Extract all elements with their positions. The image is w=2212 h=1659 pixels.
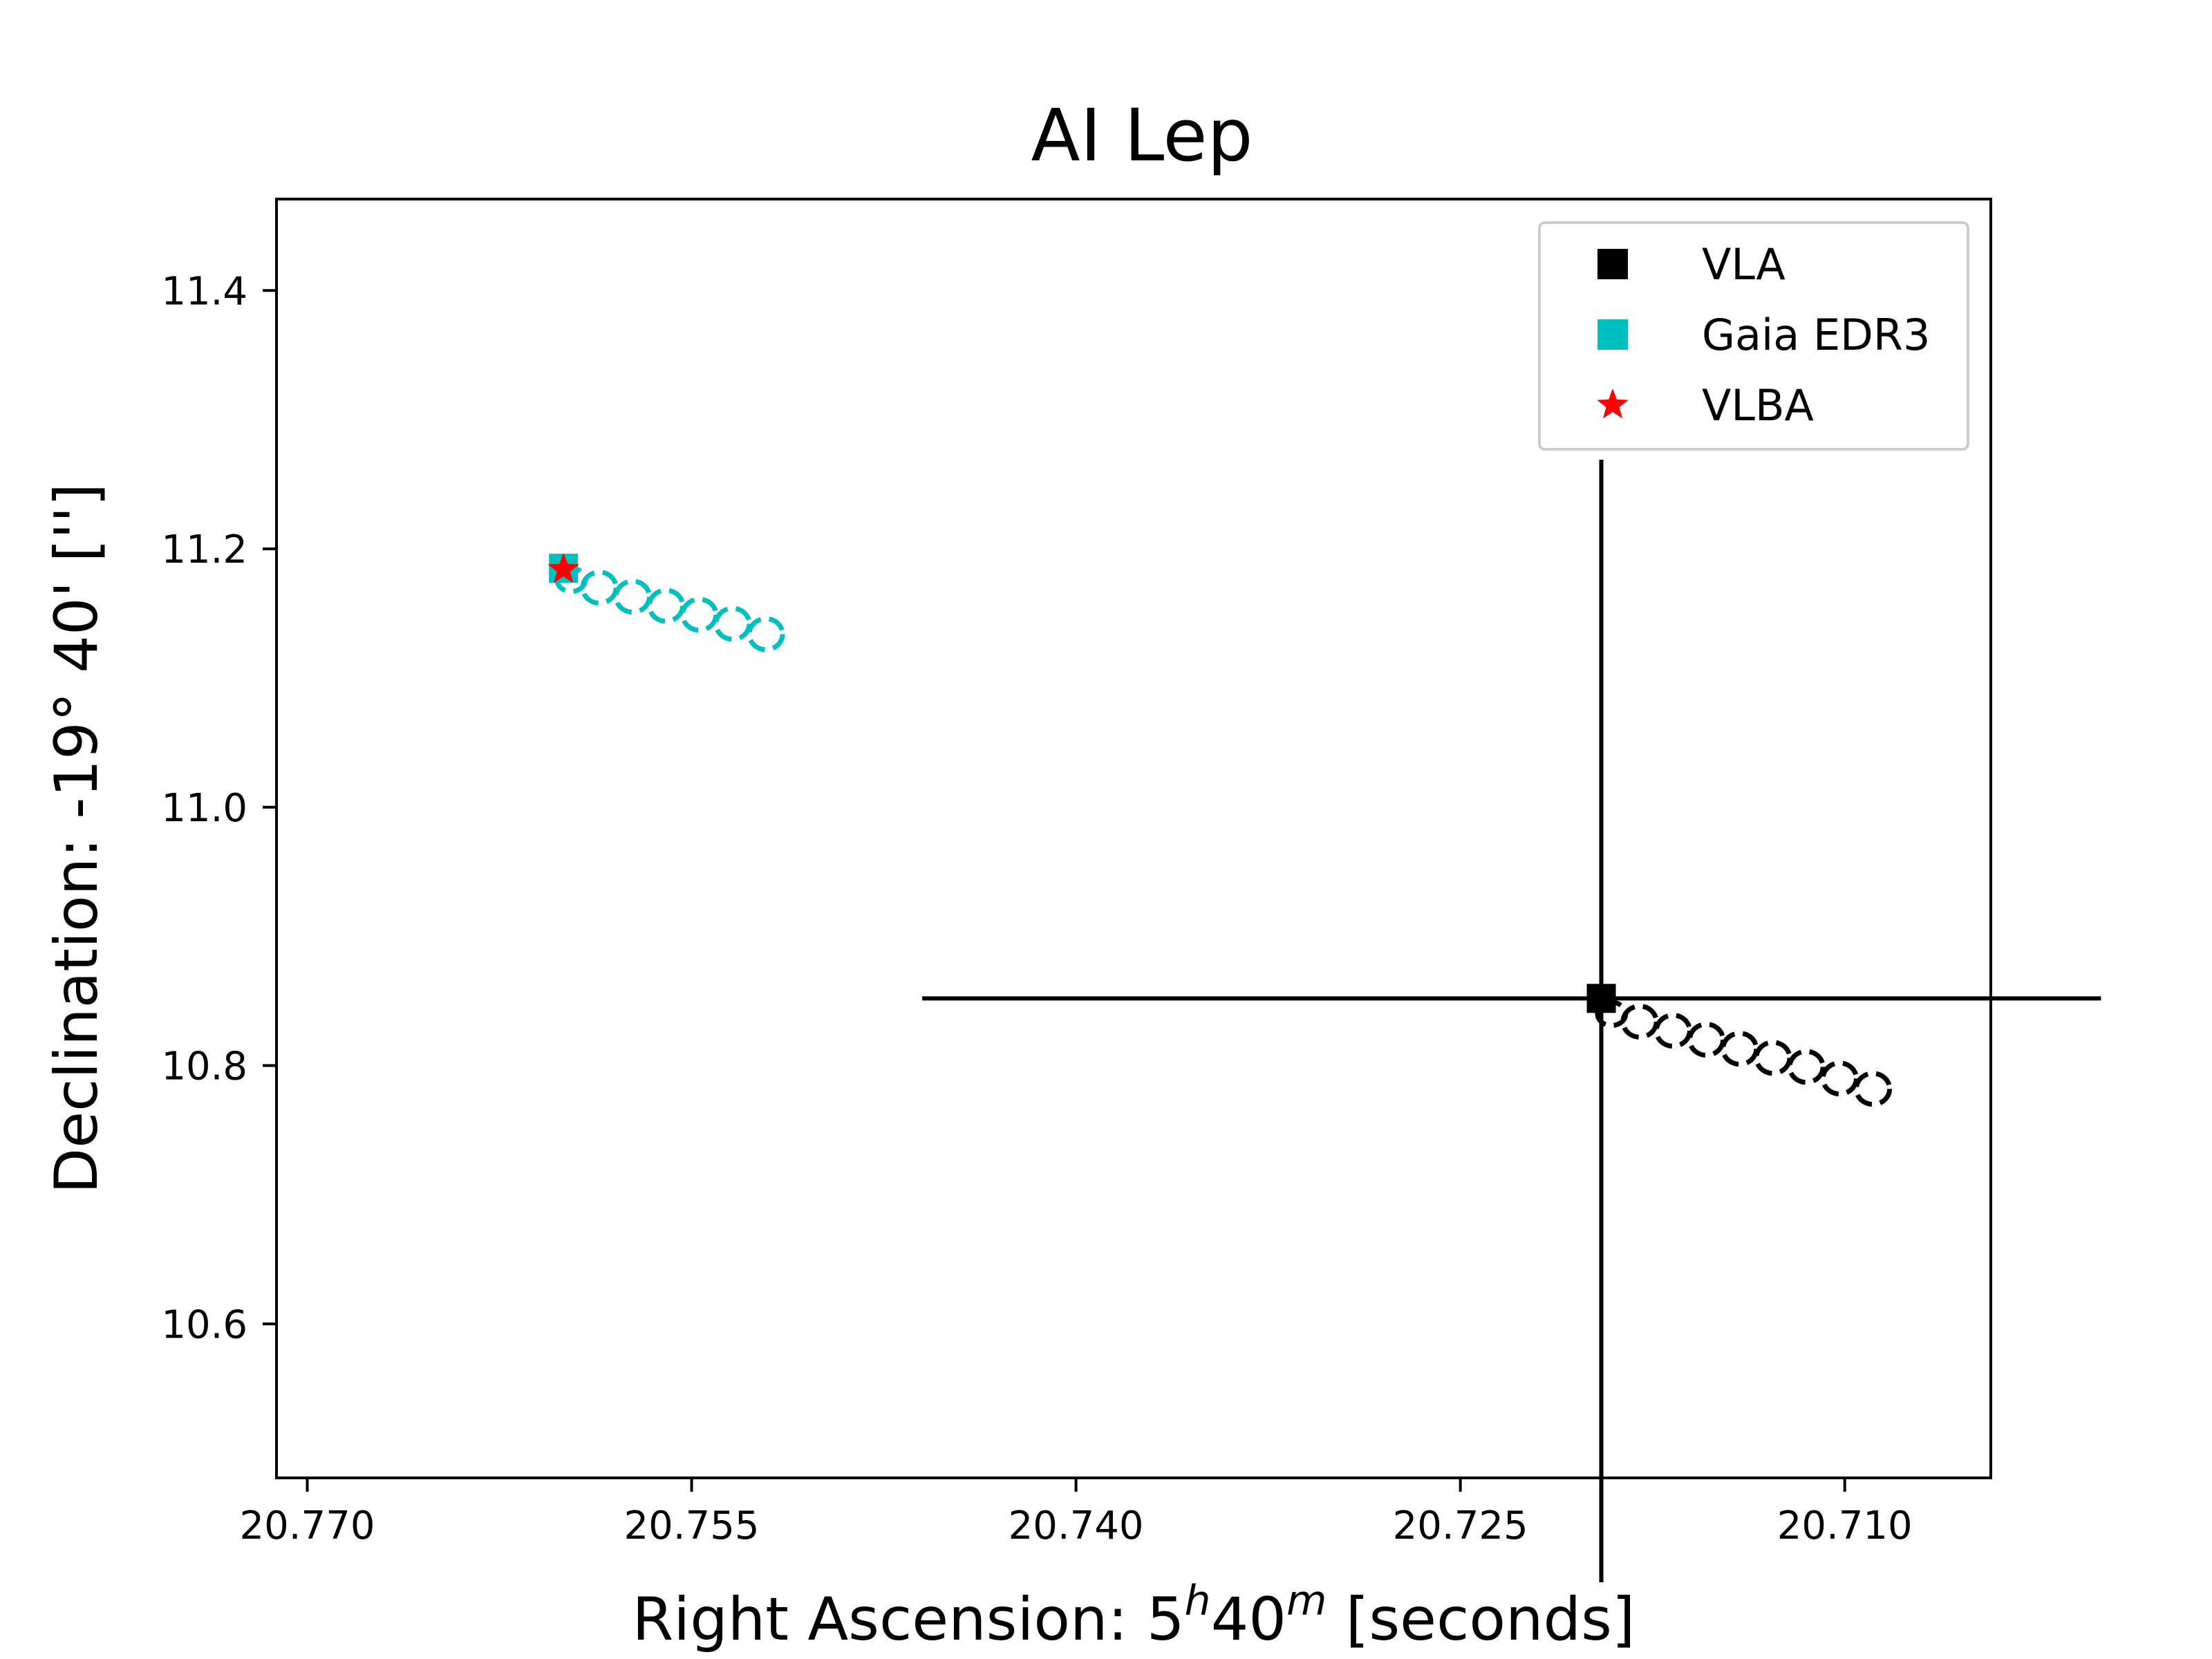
plot-area xyxy=(547,460,2101,1582)
vla-track-ellipse-4 xyxy=(1721,1031,1759,1067)
y-tick-label-1: 10.8 xyxy=(161,1044,247,1089)
legend-label-vla: VLA xyxy=(1702,239,1785,290)
legend-marker-vla xyxy=(1597,249,1628,279)
vla-track-ellipse-7 xyxy=(1820,1060,1859,1097)
vlba-point xyxy=(547,552,579,583)
gaia-edr3-track-ellipse-1 xyxy=(580,570,619,606)
vla-orbit-track xyxy=(1595,1000,1893,1107)
gaia-edr3-track-ellipse-2 xyxy=(613,579,652,615)
chart-title: AI Lep xyxy=(1031,93,1253,178)
x-tick-label-2: 20.740 xyxy=(1009,1503,1144,1548)
x-tick-label-4: 20.710 xyxy=(1777,1503,1913,1548)
legend-marker-gaia-edr3 xyxy=(1597,319,1628,350)
axes-frame xyxy=(275,198,1992,1479)
gaia-edr3-track-ellipse-3 xyxy=(646,588,686,624)
x-tick-label-1: 20.755 xyxy=(624,1503,760,1548)
y-axis-label: Declination: -19° 40' [''] xyxy=(42,483,111,1194)
vla-track-ellipse-2 xyxy=(1653,1013,1692,1049)
y-axis-ticks: 10.6 10.8 11.0 11.2 11.4 xyxy=(161,269,276,1347)
y-tick-label-0: 10.6 xyxy=(161,1302,247,1347)
legend: VLA Gaia EDR3 VLBA xyxy=(1538,221,1969,451)
vla-track-ellipse-6 xyxy=(1787,1049,1826,1085)
vla-track-ellipse-3 xyxy=(1687,1022,1726,1058)
vla-track-ellipse-1 xyxy=(1620,1004,1659,1040)
legend-box xyxy=(1538,221,1969,451)
y-tick-label-4: 11.4 xyxy=(161,269,247,314)
gaia-edr3-track-ellipse-4 xyxy=(680,597,719,633)
legend-marker-vlba xyxy=(1597,388,1629,419)
x-tick-label-3: 20.725 xyxy=(1393,1503,1528,1548)
x-axis-ticks: 20.770 20.755 20.740 20.725 20.710 xyxy=(240,1478,1913,1548)
gaia-edr3-track-ellipse-5 xyxy=(713,606,752,642)
vla-track-ellipse-5 xyxy=(1754,1040,1792,1076)
gaia-edr3-track-ellipse-6 xyxy=(747,616,785,653)
x-tick-label-0: 20.770 xyxy=(240,1503,375,1548)
vla-track-ellipse-8 xyxy=(1853,1071,1893,1107)
legend-label-vlba: VLBA xyxy=(1702,380,1814,431)
legend-label-gaia-edr3: Gaia EDR3 xyxy=(1702,310,1930,360)
vla-point xyxy=(1586,984,1616,1013)
x-axis-label: Right Ascension: 5h40m [seconds] xyxy=(632,1577,1635,1654)
y-tick-label-3: 11.2 xyxy=(161,527,247,572)
y-tick-label-2: 11.0 xyxy=(161,786,247,831)
